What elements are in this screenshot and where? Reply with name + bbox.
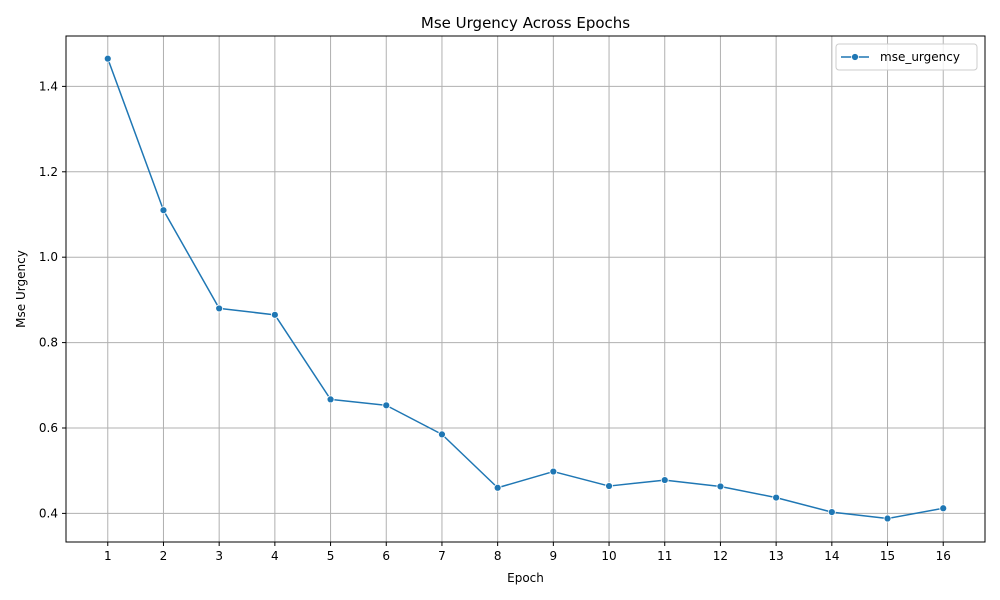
y-tick-label: 1.2 <box>39 165 58 179</box>
data-point <box>382 401 391 410</box>
x-tick-label: 6 <box>382 549 390 563</box>
data-point <box>493 483 502 492</box>
data-point <box>660 476 669 484</box>
data-point <box>215 304 224 313</box>
x-tick-label: 9 <box>550 549 558 563</box>
legend-frame <box>835 43 978 71</box>
series-layer <box>103 54 948 523</box>
data-point <box>159 206 168 215</box>
data-point <box>939 504 948 513</box>
x-tick-label: 16 <box>936 549 951 563</box>
x-tick-label: 2 <box>160 549 168 563</box>
x-tick-label: 1 <box>104 549 112 563</box>
plot-area-background <box>66 36 985 542</box>
series-line-mse_urgency <box>107 58 944 520</box>
data-point <box>549 467 558 476</box>
plot-area-frame <box>65 35 986 543</box>
x-axis-label: Epoch <box>507 571 544 585</box>
data-point <box>438 430 446 439</box>
legend-marker-swatch <box>851 53 859 61</box>
y-gridlines <box>66 85 985 514</box>
data-point <box>270 310 279 319</box>
x-tick-label: 3 <box>215 549 223 563</box>
x-gridlines <box>107 36 944 542</box>
y-tick-label: 1.4 <box>39 79 58 93</box>
y-axis-label: Mse Urgency <box>14 250 28 328</box>
y-axis-ticks: 0.4 0.6 0.8 1.0 1.2 1.4 <box>39 79 66 520</box>
data-point <box>716 482 725 491</box>
x-tick-label: 5 <box>327 549 335 563</box>
x-tick-label: 8 <box>494 549 502 563</box>
x-tick-label: 15 <box>880 549 895 563</box>
data-point <box>827 508 836 517</box>
x-tick-label: 11 <box>657 549 672 563</box>
x-tick-label: 10 <box>601 549 616 563</box>
legend: mse_urgency <box>835 43 978 71</box>
data-point <box>326 395 335 404</box>
data-point <box>883 514 892 523</box>
data-point <box>772 493 781 502</box>
x-tick-label: 13 <box>768 549 783 563</box>
data-point <box>605 482 613 490</box>
x-tick-label: 4 <box>271 549 279 563</box>
legend-label: mse_urgency <box>880 50 960 64</box>
y-tick-label: 1.0 <box>39 250 58 264</box>
chart-title: Mse Urgency Across Epochs <box>421 14 630 32</box>
x-tick-label: 12 <box>713 549 728 563</box>
x-tick-label: 7 <box>438 549 446 563</box>
x-tick-label: 14 <box>824 549 839 563</box>
x-axis-ticks: 1 2 3 4 5 6 7 8 9 10 11 12 13 14 15 16 <box>104 542 951 563</box>
data-point <box>103 54 112 63</box>
y-tick-label: 0.8 <box>39 336 58 350</box>
y-tick-label: 0.4 <box>39 506 58 520</box>
y-tick-label: 0.6 <box>39 421 58 435</box>
